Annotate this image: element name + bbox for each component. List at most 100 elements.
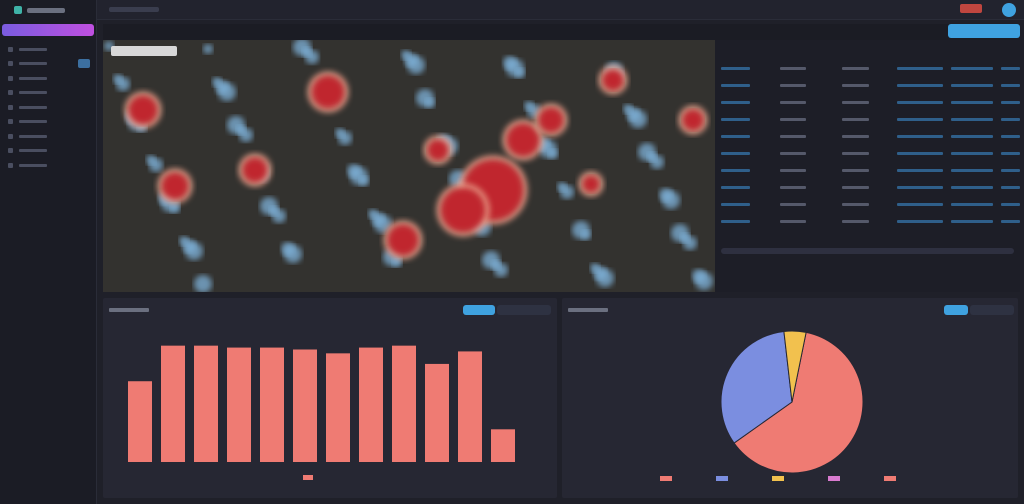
heat-point <box>557 182 567 192</box>
heat-point <box>179 236 189 246</box>
table-tabs[interactable] <box>715 24 1020 40</box>
alert-badge[interactable] <box>960 4 982 13</box>
menu-icon <box>8 148 13 154</box>
bar <box>128 381 152 462</box>
table-row[interactable] <box>715 111 1021 128</box>
heat-point <box>194 275 212 292</box>
heat-point <box>281 242 295 256</box>
bar <box>359 347 383 462</box>
heat-hotspot <box>162 173 188 199</box>
sidebar-menu <box>0 42 96 173</box>
bar <box>293 349 317 462</box>
heat-point <box>335 128 345 138</box>
heat-point <box>623 104 633 114</box>
pie-slice <box>733 331 864 474</box>
sidebar-item[interactable] <box>0 144 96 159</box>
heat-point <box>113 74 123 84</box>
pie-slice <box>720 330 793 444</box>
data-table <box>715 40 1021 292</box>
heat-point <box>347 164 361 178</box>
heat-hotspot <box>129 96 157 124</box>
toggle-active[interactable] <box>463 305 495 315</box>
avatar[interactable] <box>1002 3 1016 17</box>
bar <box>260 347 284 462</box>
table-row[interactable] <box>715 213 1021 230</box>
pie-slice <box>783 330 807 403</box>
sidebar-item-label <box>19 91 47 95</box>
map-tabs[interactable] <box>103 24 715 40</box>
breadcrumb <box>109 7 159 12</box>
bar <box>425 363 449 462</box>
heat-point <box>572 221 590 239</box>
bar <box>194 345 218 462</box>
sidebar <box>0 0 97 504</box>
sidebar-item[interactable] <box>0 86 96 101</box>
menu-icon <box>8 90 13 96</box>
table-action-button[interactable] <box>948 24 1020 38</box>
table-row[interactable] <box>715 145 1021 162</box>
table-header <box>715 40 1020 60</box>
panel-title <box>568 308 608 312</box>
heat-point <box>659 188 673 202</box>
heat-hotspot <box>243 158 267 182</box>
bar <box>326 353 350 462</box>
sidebar-item-label <box>19 149 47 153</box>
heat-point <box>671 224 689 242</box>
bar <box>458 351 482 462</box>
bar-chart <box>128 345 515 480</box>
sidebar-item[interactable] <box>0 42 96 57</box>
menu-icon <box>8 162 13 168</box>
menu-icon <box>8 46 13 52</box>
legend-swatch <box>884 476 896 481</box>
bar <box>491 429 515 462</box>
heat-hotspot <box>507 124 539 156</box>
table-row[interactable] <box>715 162 1021 179</box>
heat-point <box>227 116 245 134</box>
pie-chart <box>660 330 896 481</box>
sidebar-item[interactable] <box>0 129 96 144</box>
toggle-inactive[interactable] <box>497 305 551 315</box>
table-row[interactable] <box>715 77 1021 94</box>
map-search-input[interactable] <box>111 46 177 56</box>
menu-icon <box>8 133 13 139</box>
heat-point <box>368 209 378 219</box>
bar <box>392 345 416 462</box>
sidebar-item-label <box>19 105 47 109</box>
bar <box>227 347 251 462</box>
toggle-inactive[interactable] <box>970 305 1014 315</box>
heat-point <box>260 197 278 215</box>
table-row[interactable] <box>715 179 1021 196</box>
sidebar-item[interactable] <box>0 158 96 173</box>
sidebar-item[interactable] <box>0 71 96 86</box>
table-row[interactable] <box>715 128 1021 145</box>
app-logo[interactable] <box>0 0 96 20</box>
heat-point <box>212 77 222 87</box>
heat-point <box>416 89 434 107</box>
sidebar-item-label <box>19 163 47 167</box>
heat-hotspot <box>583 176 599 192</box>
menu-icon <box>8 104 13 110</box>
heat-hotspot <box>683 110 703 130</box>
table-row[interactable] <box>715 196 1021 213</box>
bar-chart-panel <box>103 298 557 498</box>
toggle-active[interactable] <box>944 305 968 315</box>
heat-point <box>293 40 311 56</box>
heat-point <box>146 155 156 165</box>
heat-point <box>203 44 213 54</box>
heat-hotspot <box>388 225 418 255</box>
heat-hotspot <box>441 188 485 232</box>
heatmap-map[interactable] <box>103 40 715 292</box>
sidebar-item-label <box>19 76 47 80</box>
table-row[interactable] <box>715 60 1021 77</box>
sidebar-item[interactable] <box>0 57 96 72</box>
horizontal-scrollbar[interactable] <box>721 248 1014 254</box>
sidebar-item[interactable] <box>0 115 96 130</box>
logo-icon <box>14 6 22 14</box>
pie-chart-panel <box>562 298 1018 498</box>
table-body <box>715 60 1021 230</box>
legend-swatch <box>828 476 840 481</box>
primary-action-button[interactable] <box>2 24 94 36</box>
sidebar-item-label <box>19 47 47 51</box>
sidebar-item[interactable] <box>0 100 96 115</box>
table-row[interactable] <box>715 94 1021 111</box>
